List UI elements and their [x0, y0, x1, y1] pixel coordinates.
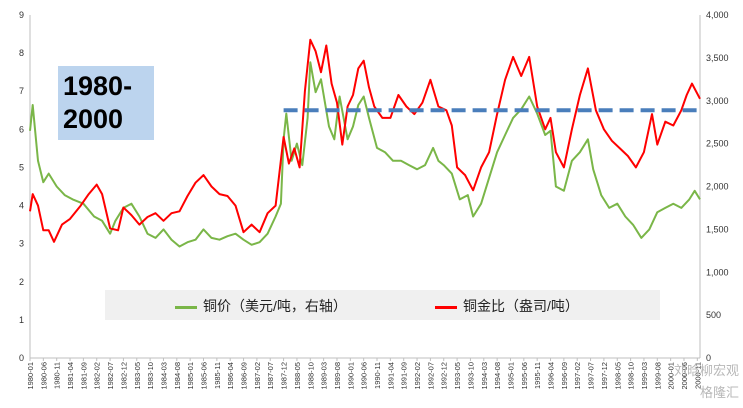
x-tick-label: 1995-01 [506, 362, 515, 390]
watermark: 刘晗柳宏观 格隆汇 [674, 360, 739, 404]
x-tick-label: 1982-07 [106, 362, 115, 390]
x-tick-label: 1998-10 [627, 362, 636, 390]
x-tick-label: 1996-04 [547, 362, 556, 390]
x-tick-label: 1980-11 [53, 362, 62, 389]
x-tick-label: 1988-05 [293, 362, 302, 390]
y-left-tick-label: 2 [19, 277, 24, 287]
x-tick-label: 1983-05 [133, 362, 142, 390]
legend-item-copper-gold-ratio: 铜金比（盎司/吨） [435, 296, 579, 316]
x-tick-label: 1989-03 [320, 362, 329, 390]
y-right-tick-label: 3,000 [706, 96, 729, 106]
watermark-line2: 格隆汇 [699, 385, 739, 400]
x-tick-label: 1999-08 [653, 362, 662, 390]
x-tick-label: 1992-02 [413, 362, 422, 390]
y-right-tick-label: 0 [706, 353, 711, 363]
x-tick-label: 1996-09 [560, 362, 569, 390]
x-tick-label: 1994-03 [480, 362, 489, 390]
x-tick-label: 1990-06 [360, 362, 369, 390]
x-tick-label: 1997-07 [587, 362, 596, 390]
x-tick-label: 1987-02 [253, 362, 262, 390]
x-tick-label: 1981-09 [79, 362, 88, 390]
y-right-tick-label: 2,000 [706, 182, 729, 192]
x-tick-label: 1982-02 [93, 362, 102, 390]
x-tick-label: 1980-06 [39, 362, 48, 390]
legend-label-copper-price: 铜价（美元/吨，右轴） [203, 298, 347, 314]
y-left-tick-label: 5 [19, 162, 24, 172]
y-right-tick-label: 2,500 [706, 139, 729, 149]
x-tick-label: 1986-04 [226, 362, 235, 390]
x-tick-label: 1986-09 [240, 362, 249, 390]
y-left-tick-label: 3 [19, 239, 24, 249]
y-left-tick-label: 6 [19, 124, 24, 134]
x-tick-label: 1995-06 [520, 362, 529, 390]
x-tick-label: 1980-01 [26, 362, 35, 390]
y-left-tick-label: 8 [19, 48, 24, 58]
x-tick-label: 1992-07 [426, 362, 435, 390]
legend: 铜价（美元/吨，右轴） 铜金比（盎司/吨） [105, 290, 660, 320]
x-tick-label: 2000-06 [680, 362, 689, 390]
x-tick-label: 1985-06 [200, 362, 209, 390]
y-right-tick-label: 1,000 [706, 267, 729, 277]
legend-label-copper-gold-ratio: 铜金比（盎司/吨） [463, 298, 579, 314]
y-right-tick-label: 4,000 [706, 10, 729, 20]
x-tick-label: 1993-05 [453, 362, 462, 390]
y-left-tick-label: 4 [19, 201, 24, 211]
x-tick-label: 1991-04 [386, 362, 395, 390]
period-label: 1980- 2000 [63, 71, 133, 134]
x-tick-label: 2000-01 [667, 362, 676, 390]
legend-item-copper-price: 铜价（美元/吨，右轴） [175, 296, 347, 316]
x-tick-label: 1987-07 [266, 362, 275, 390]
x-tick-label: 1984-08 [173, 362, 182, 390]
series-copper-price-line [29, 61, 701, 248]
y-left-tick-label: 1 [19, 315, 24, 325]
x-tick-label: 1985-01 [186, 362, 195, 390]
x-tick-label: 1985-11 [213, 362, 222, 389]
period-annotation: 1980- 2000 [58, 66, 154, 140]
x-tick-label: 1991-09 [400, 362, 409, 390]
x-tick-label: 1993-10 [466, 362, 475, 390]
y-right-tick-label: 500 [706, 310, 721, 320]
y-left-tick-label: 0 [19, 353, 24, 363]
y-right-tick-label: 1,500 [706, 224, 729, 234]
watermark-line1: 刘晗柳宏观 [673, 363, 739, 378]
x-tick-label: 1990-11 [373, 362, 382, 389]
x-tick-label: 1981-04 [66, 362, 75, 390]
y-right-tick-label: 3,500 [706, 53, 729, 63]
x-tick-label: 1999-03 [640, 362, 649, 390]
x-tick-label: 1990-01 [346, 362, 355, 390]
x-tick-label: 1982-12 [119, 362, 128, 390]
x-tick-label: 1997-12 [600, 362, 609, 390]
x-tick-label: 1987-12 [280, 362, 289, 390]
series-copper-gold-ratio-line [29, 38, 701, 243]
y-left-tick-label: 9 [19, 10, 24, 20]
legend-swatch-copper-price [175, 305, 197, 309]
x-tick-label: 1988-10 [306, 362, 315, 390]
x-tick-label: 1989-08 [333, 362, 342, 390]
x-tick-label: 1983-10 [146, 362, 155, 390]
x-tick-label: 1984-03 [159, 362, 168, 390]
legend-swatch-copper-gold-ratio [435, 305, 457, 309]
plot-area: 0 1 2 3 4 5 6 7 8 9 0 500 1,000 1,500 2,000 2,500 3,000 3… [19, 10, 729, 390]
x-tick-label: 1995-11 [533, 362, 542, 389]
x-tick-label: 1994-08 [493, 362, 502, 390]
x-tick-label: 2000-11 [693, 362, 702, 389]
x-tick-label: 1992-12 [440, 362, 449, 390]
x-tick-label: 1998-05 [613, 362, 622, 390]
y-left-tick-label: 7 [19, 86, 24, 96]
x-tick-label: 1997-02 [573, 362, 582, 390]
